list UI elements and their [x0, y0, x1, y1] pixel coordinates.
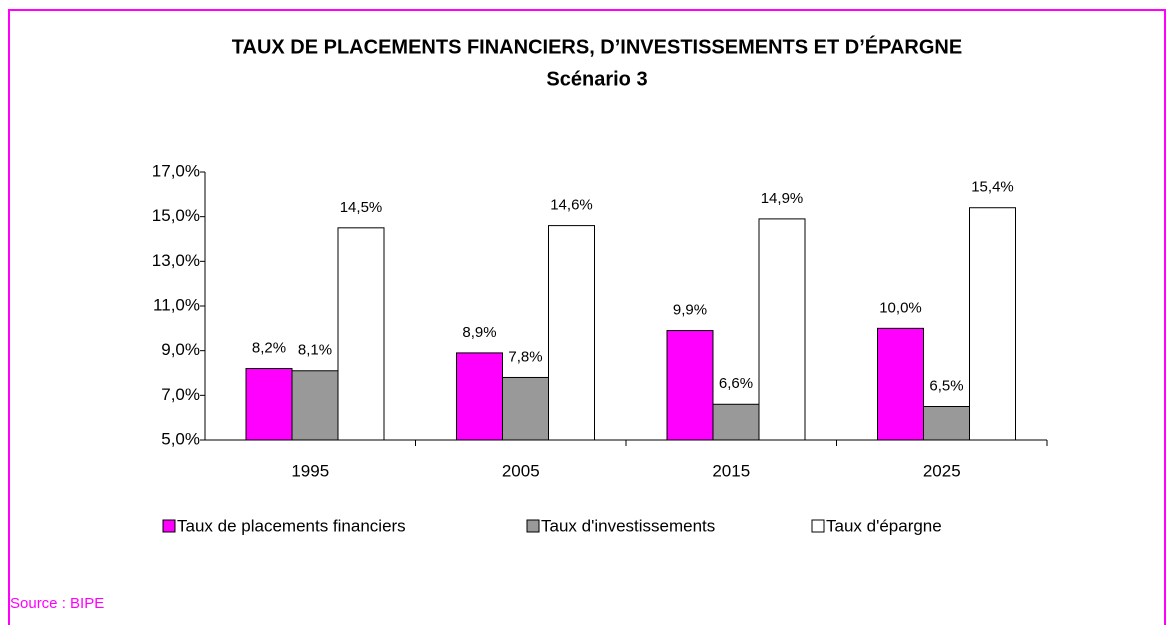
y-tick-label: 13,0% [152, 251, 200, 270]
x-tick-label: 2005 [502, 461, 540, 480]
legend-label: Taux de placements financiers [177, 516, 406, 535]
x-tick-label: 2015 [712, 461, 750, 480]
chart-title: TAUX DE PLACEMENTS FINANCIERS, D’INVESTI… [232, 35, 962, 58]
y-tick-label: 5,0% [161, 429, 200, 448]
x-tick-label: 2025 [923, 461, 961, 480]
value-label: 9,9% [673, 302, 707, 319]
bar [245, 368, 293, 441]
bar [758, 218, 806, 441]
bar [548, 225, 595, 441]
value-label: 6,6% [719, 375, 753, 392]
bar [877, 327, 924, 441]
value-label: 14,9% [761, 190, 804, 207]
legend-swatch [162, 519, 176, 533]
value-label: 8,9% [462, 324, 496, 341]
legend-label: Taux d'épargne [826, 516, 942, 535]
bar [456, 352, 503, 441]
chart-subtitle: Scénario 3 [546, 68, 647, 90]
value-label: 8,1% [298, 342, 332, 359]
value-label: 15,4% [971, 179, 1014, 196]
value-label: 10,0% [879, 299, 922, 316]
bar [969, 207, 1016, 441]
bar [666, 330, 714, 441]
bar [291, 370, 339, 441]
bar [712, 403, 760, 441]
legend-label: Taux d'investissements [541, 516, 715, 535]
y-tick-label: 7,0% [161, 385, 200, 404]
source: Source : BIPE [10, 595, 104, 612]
bar [502, 376, 549, 441]
value-label: 7,8% [508, 348, 542, 365]
value-label: 8,2% [252, 340, 286, 357]
legend-swatch [811, 519, 825, 533]
bar [923, 406, 970, 441]
value-label: 14,5% [340, 199, 383, 216]
frame [8, 9, 1166, 625]
legend-swatch [526, 519, 540, 533]
x-tick-label: 1995 [291, 461, 329, 480]
y-tick-label: 9,0% [161, 340, 200, 359]
y-tick-label: 17,0% [152, 161, 200, 180]
value-label: 14,6% [550, 197, 593, 214]
bar [337, 227, 385, 441]
y-tick-label: 15,0% [152, 206, 200, 225]
value-label: 6,5% [929, 377, 963, 394]
y-tick-label: 11,0% [153, 295, 200, 314]
